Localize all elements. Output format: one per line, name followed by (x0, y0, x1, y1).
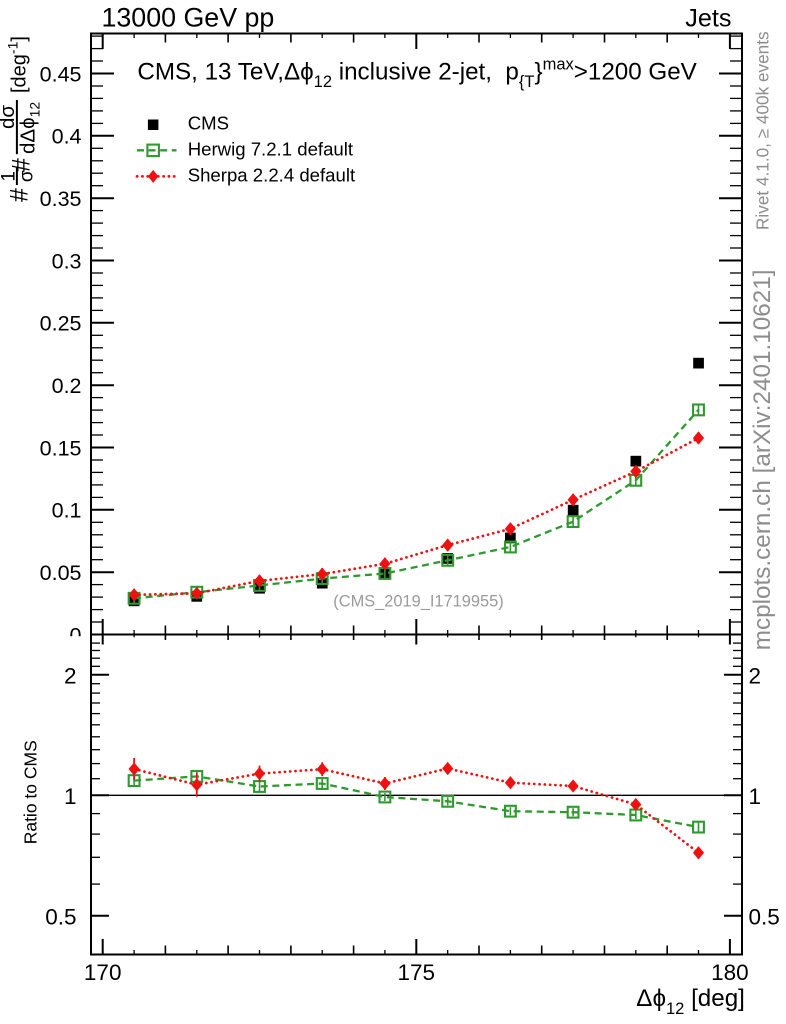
svg-text:180: 180 (711, 960, 749, 985)
svg-text:175: 175 (398, 960, 436, 985)
svg-text:#: # (8, 158, 36, 172)
svg-text:0.25: 0.25 (40, 312, 82, 336)
svg-text:Jets: Jets (685, 5, 731, 33)
svg-text:0.15: 0.15 (40, 436, 82, 460)
svg-text:Ratio to CMS: Ratio to CMS (21, 740, 41, 844)
svg-text:0.35: 0.35 (40, 187, 82, 211)
svg-text:Rivet 4.1.0, ≥ 400k events: Rivet 4.1.0, ≥ 400k events (753, 31, 773, 230)
svg-text:0.5: 0.5 (45, 905, 76, 930)
svg-text:Sherpa 2.2.4 default: Sherpa 2.2.4 default (188, 165, 356, 186)
svg-text:CMS: CMS (188, 112, 229, 133)
svg-text:0.4: 0.4 (52, 125, 82, 149)
svg-text:0.45: 0.45 (40, 62, 82, 86)
svg-text:(CMS_2019_I1719955): (CMS_2019_I1719955) (333, 592, 503, 610)
svg-text:1: 1 (0, 171, 20, 182)
svg-text:dΔϕ12: dΔϕ12 (17, 102, 43, 154)
svg-text:2: 2 (64, 664, 77, 689)
svg-text:0.1: 0.1 (52, 499, 82, 523)
svg-text:0.05: 0.05 (40, 561, 82, 585)
svg-text:13000 GeV pp: 13000 GeV pp (102, 3, 275, 33)
svg-text:dσ: dσ (0, 105, 19, 129)
svg-text:1: 1 (749, 784, 762, 809)
svg-text:CMS, 13 TeV,Δϕ12 inclusive 2-j: CMS, 13 TeV,Δϕ12 inclusive 2-jet, p{T}ma… (137, 56, 697, 92)
svg-text:170: 170 (84, 960, 122, 985)
svg-text:Herwig 7.2.1 default: Herwig 7.2.1 default (188, 138, 354, 159)
svg-text:#: # (6, 188, 34, 202)
svg-text:σ: σ (17, 170, 38, 182)
svg-text:0.3: 0.3 (52, 249, 82, 273)
svg-text:0: 0 (70, 623, 82, 647)
svg-text:mcplots.cern.ch [arXiv:2401.10: mcplots.cern.ch [arXiv:2401.10621] (749, 269, 776, 650)
svg-text:0.5: 0.5 (749, 905, 780, 930)
svg-text:0.2: 0.2 (52, 374, 82, 398)
svg-text:1: 1 (64, 784, 77, 809)
svg-text:2: 2 (749, 664, 762, 689)
